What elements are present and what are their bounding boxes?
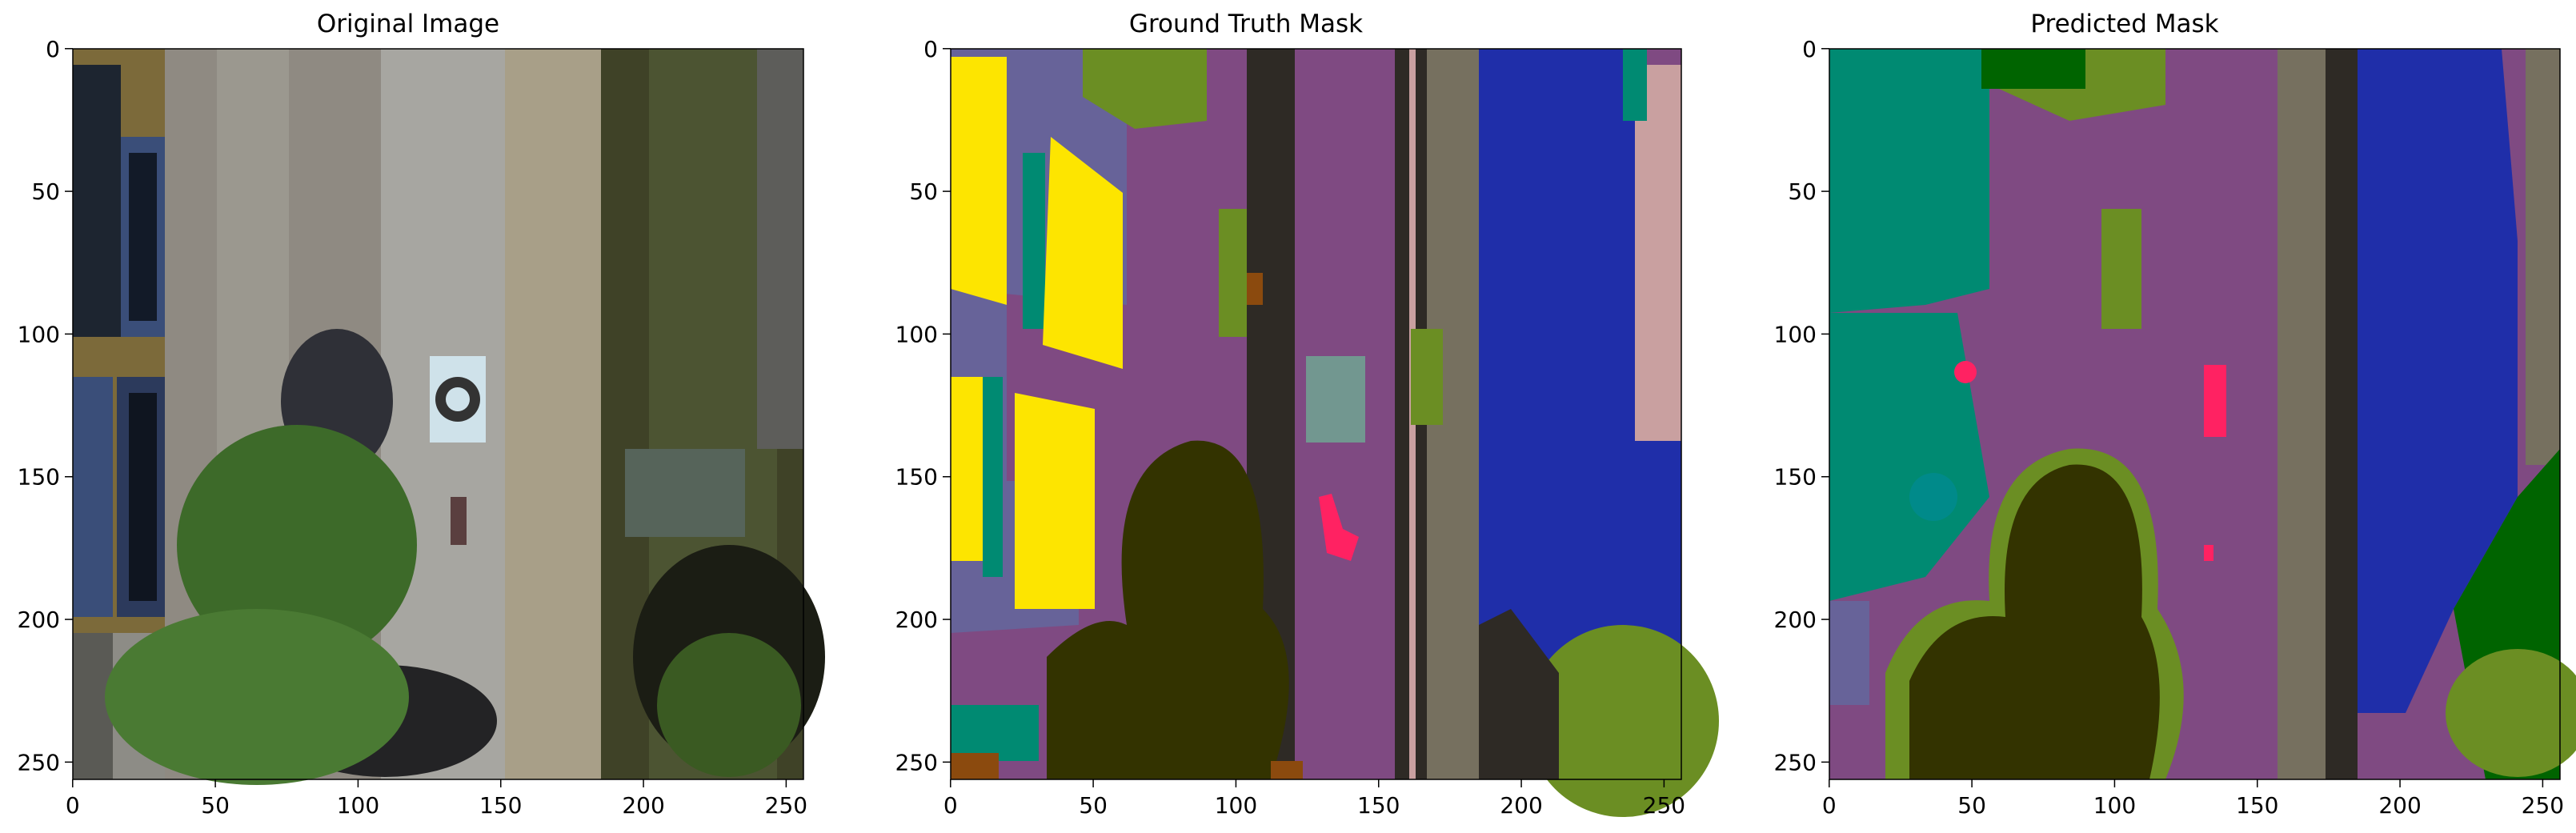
y-tick-label: 100 [895, 321, 938, 347]
x-tick-label: 200 [2378, 792, 2421, 819]
predicted-mask-plot: 0 0 50 50 100 100 150 150 200 200 250 250 [1774, 36, 2576, 819]
y-tick-label: 0 [1802, 36, 1817, 62]
y-tick-label: 150 [1774, 464, 1817, 491]
predicted-mask: 0 0 50 50 100 100 150 150 200 200 250 250 [1774, 36, 2576, 819]
y-tick-label: 50 [1788, 178, 1817, 205]
x-tick-label: 0 [1822, 792, 1837, 819]
x-tick-label: 200 [1500, 792, 1542, 819]
x-tick-label: 100 [337, 792, 379, 819]
original-photo [73, 49, 825, 785]
y-tick-label: 50 [31, 178, 60, 205]
ground-truth-plot: 0 0 50 50 100 100 150 150 200 200 250 250 [895, 36, 1719, 819]
ground-truth-mask: 0 0 50 50 100 100 150 150 200 200 250 250 [895, 36, 1719, 819]
panel-title: Ground Truth Mask [1128, 10, 1364, 38]
original-image-plot: 0 0 50 50 100 100 150 150 200 200 250 250 [18, 36, 825, 819]
x-tick-label: 50 [201, 792, 230, 819]
panel-title: Original Image [316, 10, 500, 38]
y-tick-label: 0 [46, 36, 60, 62]
x-tick-label: 150 [479, 792, 522, 819]
y-tick-label: 100 [18, 321, 60, 347]
axes-frame [1829, 48, 2561, 780]
axis-ticks: 0 0 50 50 100 100 150 150 200 200 250 250 [895, 36, 1686, 819]
x-tick-label: 250 [1643, 792, 1685, 819]
y-tick-label: 50 [909, 178, 938, 205]
x-tick-label: 100 [2093, 792, 2136, 819]
x-tick-label: 100 [1215, 792, 1257, 819]
x-tick-label: 150 [2236, 792, 2278, 819]
axes-frame [950, 48, 1682, 780]
original-image-panel: Original Image [0, 0, 825, 833]
x-tick-label: 250 [765, 792, 807, 819]
axis-ticks: 0 0 50 50 100 100 150 150 200 200 250 250 [1774, 36, 2565, 819]
y-tick-label: 100 [1774, 321, 1817, 347]
panel-title: Predicted Mask [2030, 10, 2219, 38]
axes-frame [72, 48, 804, 780]
y-tick-label: 150 [18, 464, 60, 491]
y-tick-label: 200 [18, 607, 60, 633]
ground-truth-mask-panel: Ground Truth Mask [878, 0, 1719, 833]
y-tick-label: 250 [895, 749, 938, 775]
y-tick-label: 250 [18, 749, 60, 775]
x-tick-label: 50 [1957, 792, 1986, 819]
x-tick-label: 50 [1079, 792, 1108, 819]
y-tick-label: 0 [923, 36, 938, 62]
x-tick-label: 0 [66, 792, 80, 819]
x-tick-label: 0 [943, 792, 958, 819]
axis-ticks: 0 0 50 50 100 100 150 150 200 200 250 250 [18, 36, 808, 819]
predicted-mask-panel: Predicted Mask [1757, 0, 2576, 833]
y-tick-label: 250 [1774, 749, 1817, 775]
y-tick-label: 150 [895, 464, 938, 491]
x-tick-label: 200 [622, 792, 664, 819]
x-tick-label: 150 [1357, 792, 1400, 819]
y-tick-label: 200 [1774, 607, 1817, 633]
x-tick-label: 250 [2522, 792, 2564, 819]
y-tick-label: 200 [895, 607, 938, 633]
